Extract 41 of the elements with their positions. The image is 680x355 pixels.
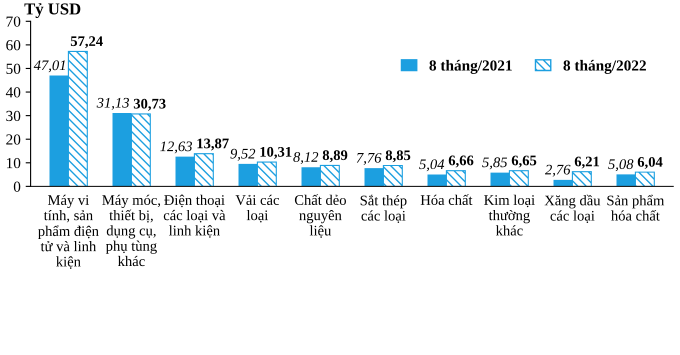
y-tick-label: 10 — [6, 158, 20, 168]
data-label: 8,89 — [322, 150, 348, 162]
data-label: 8,85 — [386, 150, 410, 162]
data-label: 13,87 — [197, 138, 229, 150]
y-tick-label: 30 — [6, 110, 20, 122]
y-tick-label: 0 — [14, 182, 20, 192]
x-tick-label: Sản phẩm hóa chất — [607, 194, 664, 221]
data-label: 31,13 — [96, 98, 130, 110]
data-label: 6,66 — [448, 156, 474, 168]
legend-label: 8 tháng/2022 — [563, 60, 646, 74]
y-tick-label: 60 — [6, 40, 20, 50]
x-tick-label: Chất dẻo nguyên liệu — [294, 194, 346, 238]
x-tick-label: Vải các loại — [236, 194, 280, 222]
data-label: 30,73 — [134, 98, 166, 111]
y-tick-label: 20 — [6, 134, 20, 145]
x-tick-label: Hóa chất — [420, 194, 472, 205]
data-label: 5,08 — [608, 159, 634, 172]
y-axis-title: Tỷ USD — [24, 3, 80, 18]
data-label: 7,76 — [356, 152, 382, 165]
data-label: 6,65 — [512, 156, 536, 168]
y-tick-label: 70 — [6, 16, 20, 27]
data-label: 12,63 — [160, 141, 192, 154]
x-tick-label: Kim loại thường khác — [484, 194, 535, 236]
data-label: 5,04 — [419, 159, 444, 172]
legend-label: 8 tháng/2021 — [429, 60, 512, 74]
x-tick-label: Xăng dầu các loại — [544, 194, 600, 223]
data-label: 6,04 — [638, 156, 663, 169]
data-label: 6,21 — [574, 156, 600, 169]
x-tick-label: Máy vi tính, sản phẩm điện tử và linh kiện — [38, 194, 99, 269]
data-label: 2,76 — [544, 164, 570, 177]
x-tick-label: Máy móc, thiết bị, dụng cụ, phụ tùng khác — [102, 194, 160, 266]
x-tick-label: Sắt thép các loại — [360, 194, 407, 223]
data-label: 9,52 — [230, 148, 256, 161]
data-label: 5,85 — [482, 157, 508, 170]
data-label: 47,01 — [34, 60, 65, 72]
data-label: 57,24 — [70, 36, 103, 48]
data-label: 10,31 — [260, 146, 292, 159]
data-label: 8,12 — [293, 152, 318, 164]
x-tick-label: Điện thoại các loại và linh kiện — [164, 194, 226, 238]
y-tick-label: 50 — [6, 64, 20, 74]
y-tick-label: 40 — [6, 87, 20, 98]
